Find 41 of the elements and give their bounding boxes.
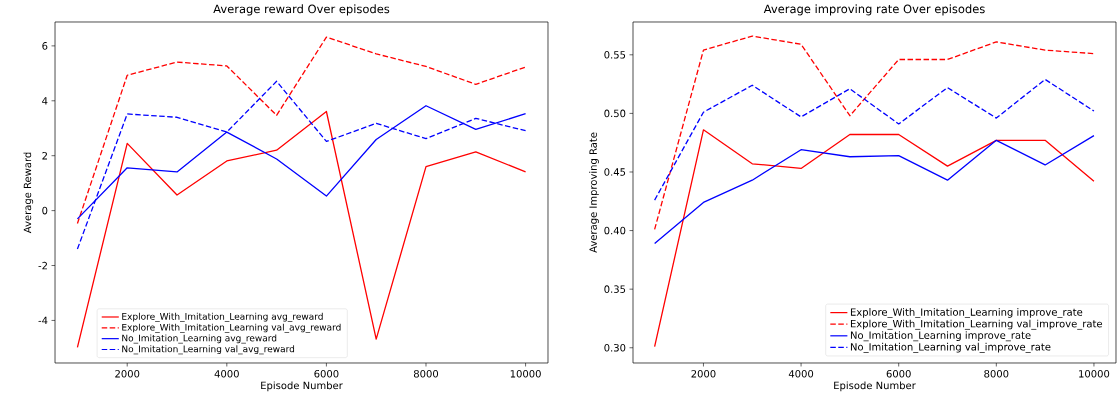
line-series <box>653 135 1095 245</box>
x-tick-label: 8000 <box>984 370 1009 378</box>
x-tick-label: 2000 <box>691 370 716 378</box>
y-tick-label: 6 <box>42 42 48 50</box>
line-series <box>653 35 1095 231</box>
legend-label: Explore_With_Imitation_Learning val_avg_reward <box>122 323 341 333</box>
x-tick-label: 8000 <box>413 370 439 378</box>
legend-label: No_Imitation_Learning val_improve_rate <box>850 342 1051 353</box>
x-tick-label: 4000 <box>788 370 814 378</box>
y-tick-label: 0.30 <box>604 343 626 352</box>
y-tick-label: -2 <box>38 261 47 270</box>
y-tick-label: 4 <box>42 97 48 105</box>
x-tick-label: 4000 <box>214 370 239 378</box>
y-tick-label: 2 <box>42 151 47 160</box>
y-tick-label: -4 <box>38 316 48 325</box>
legend-label: Explore_With_Imitation_Learning val_improve_rate <box>850 319 1103 330</box>
y-tick-label: 0.40 <box>604 226 626 235</box>
x-tick-label: 6000 <box>314 370 339 378</box>
legend-label: No_Imitation_Learning avg_reward <box>122 334 277 344</box>
y-tick-label: 0.35 <box>604 285 626 293</box>
x-tick-label: 6000 <box>886 370 911 378</box>
y-axis-title: Average Improving Rate <box>589 132 599 253</box>
x-tick-label: 10000 <box>1079 370 1110 378</box>
x-axis-title: Episode Number <box>834 381 916 392</box>
line-series <box>76 80 527 250</box>
x-axis-title: Episode Number <box>261 381 343 392</box>
chart-title: Average improving rate Over episodes <box>763 4 985 16</box>
y-tick-label: 0.45 <box>604 168 626 176</box>
x-tick-label: 10000 <box>510 370 541 378</box>
chart-title: Average reward Over episodes <box>213 4 390 16</box>
x-tick-label: 2000 <box>115 370 140 378</box>
legend-label: No_Imitation_Learning improve_rate <box>850 331 1031 342</box>
legend-label: Explore_With_Imitation_Learning improve_rate <box>850 308 1083 319</box>
legend-label: Explore_With_Imitation_Learning avg_reward <box>122 312 323 322</box>
y-axis-title: Average Reward <box>23 152 34 234</box>
y-tick-label: 0.55 <box>604 51 626 59</box>
line-series <box>653 78 1095 201</box>
y-tick-label: 0 <box>42 206 48 215</box>
legend-label: No_Imitation_Learning val_avg_reward <box>122 345 295 355</box>
line-series <box>76 36 527 225</box>
y-tick-label: 0.50 <box>604 109 626 118</box>
